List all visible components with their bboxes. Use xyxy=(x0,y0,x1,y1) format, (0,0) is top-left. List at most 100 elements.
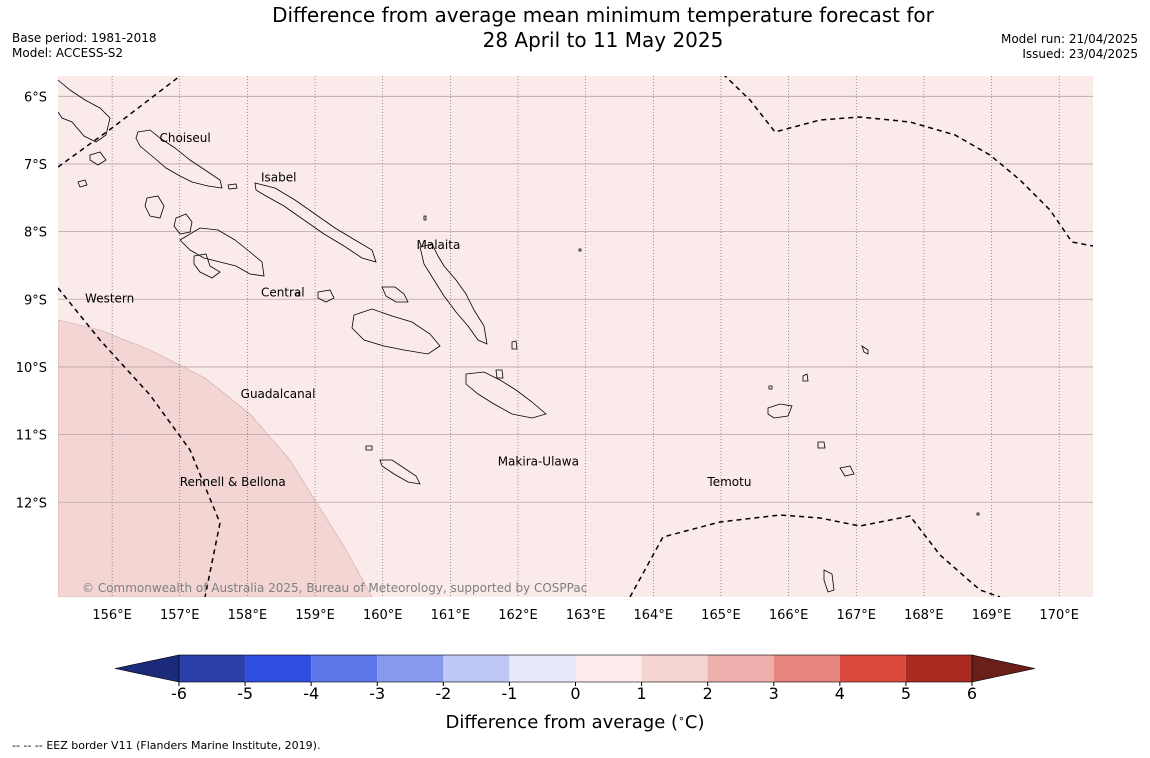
eez-borders xyxy=(58,76,1093,597)
coastlines xyxy=(58,79,980,593)
warmer-anomaly-region xyxy=(58,319,373,597)
small-island xyxy=(295,292,300,297)
colorbar-tick-label: 6 xyxy=(967,684,977,703)
colorbar-under-extension xyxy=(114,654,180,683)
choiseul-island xyxy=(135,129,223,189)
longitude-tick-label: 168°E xyxy=(904,608,944,623)
colorbar-tick-label: -6 xyxy=(171,684,187,703)
latitude-labels: 6°S 7°S 8°S 9°S 10°S 11°S 12°S xyxy=(16,90,47,511)
colorbar-tick-label: 2 xyxy=(703,684,713,703)
small-island xyxy=(423,215,427,221)
small-island xyxy=(578,248,582,252)
colorbar-segment xyxy=(245,655,312,682)
small-island xyxy=(976,512,980,516)
province-label: Rennell & Bellona xyxy=(180,475,286,489)
colorbar-ticks: -6 -5 -4 -3 -2 -1 0 1 2 3 4 5 6 xyxy=(171,682,977,703)
longitude-tick-label: 166°E xyxy=(769,608,809,623)
kolombangara-island xyxy=(173,213,193,235)
longitude-tick-label: 156°E xyxy=(92,608,132,623)
longitude-tick-label: 157°E xyxy=(160,608,200,623)
colorbar-tick-label: -4 xyxy=(303,684,319,703)
latitude-tick-label: 9°S xyxy=(24,293,47,308)
colorbar-tick-label: 1 xyxy=(636,684,646,703)
colorbar-segment xyxy=(575,655,642,682)
longitude-tick-label: 161°E xyxy=(431,608,471,623)
vella-lavella-island xyxy=(144,195,165,219)
model-run-text: Model run: 21/04/2025 xyxy=(1000,32,1138,46)
colorbar-segment xyxy=(311,655,378,682)
province-label: Choiseul xyxy=(159,131,210,145)
colorbar-segment xyxy=(905,655,972,682)
bellona-island xyxy=(365,445,373,451)
longitude-tick-label: 159°E xyxy=(295,608,335,623)
map-area: Choiseul Isabel Malaita Western Central Guada… xyxy=(58,76,1093,597)
rennell-island xyxy=(379,459,421,485)
longitude-tick-label: 162°E xyxy=(498,608,538,623)
province-label: Guadalcanal xyxy=(241,387,316,401)
province-label: Malaita xyxy=(417,238,461,252)
issued-text: Issued: 23/04/2025 xyxy=(1022,47,1138,61)
colorbar-segment xyxy=(839,655,906,682)
colorbar-tick-label: -5 xyxy=(237,684,253,703)
nggela-island xyxy=(317,289,335,303)
province-label: Western xyxy=(85,292,134,306)
latitude-tick-label: 12°S xyxy=(16,496,47,511)
latitude-tick-label: 7°S xyxy=(24,158,47,173)
vanikoro-island xyxy=(817,441,826,449)
longitude-labels: 156°E 157°E 158°E 159°E 160°E 161°E 162°E 163°E… xyxy=(92,608,1079,623)
new-georgia-island xyxy=(179,227,265,277)
run-info: Model run: 21/04/2025 Issued: 23/04/2025 xyxy=(1001,32,1138,62)
colorbar-tick-label: 5 xyxy=(901,684,911,703)
province-label: Temotu xyxy=(706,475,751,489)
eez-legend-text: EEZ border V11 (Flanders Marine Institut… xyxy=(46,739,321,752)
latitude-tick-label: 11°S xyxy=(16,429,47,444)
nendo-island xyxy=(767,403,793,419)
small-island xyxy=(802,373,809,382)
small-island xyxy=(77,179,88,188)
colorbar-segment xyxy=(179,655,246,682)
longitude-tick-label: 165°E xyxy=(701,608,741,623)
eez-border-line xyxy=(58,76,181,168)
base-info: Base period: 1981-2018 Model: ACCESS-S2 xyxy=(12,31,157,61)
colorbar-segment xyxy=(707,655,774,682)
copyright-notice: © Commonwealth of Australia 2025, Bureau… xyxy=(82,581,587,595)
colorbar-segment xyxy=(509,655,576,682)
colorbar-label: Difference from average (∘C) xyxy=(445,712,704,733)
latitude-tick-label: 8°S xyxy=(24,226,47,241)
colorbar-tick-label: -2 xyxy=(435,684,451,703)
small-island xyxy=(227,183,238,190)
colorbar-over-extension xyxy=(971,654,1036,683)
eez-dash-sample: -- -- -- xyxy=(12,739,43,752)
small-island xyxy=(861,345,869,355)
eez-legend-note: -- -- -- EEZ border V11 (Flanders Marine… xyxy=(12,739,320,752)
colorbar-tick-label: 0 xyxy=(570,684,580,703)
longitude-tick-label: 167°E xyxy=(836,608,876,623)
title-line-2: 28 April to 11 May 2025 xyxy=(482,28,724,52)
eez-border-line xyxy=(723,76,1093,247)
isabel-island xyxy=(254,182,377,263)
shortland-islands xyxy=(89,151,107,166)
longitude-tick-label: 160°E xyxy=(363,608,403,623)
model-text: Model: ACCESS-S2 xyxy=(12,46,124,60)
eez-border-line xyxy=(58,287,221,597)
colorbar-segment xyxy=(377,655,444,682)
colorbar-segment xyxy=(641,655,708,682)
latitude-tick-label: 6°S xyxy=(24,90,47,105)
title-line-1: Difference from average mean minimum tem… xyxy=(272,3,934,27)
province-label: Makira-Ulawa xyxy=(498,455,579,469)
rendova-island xyxy=(193,253,221,279)
longitude-tick-label: 164°E xyxy=(634,608,674,623)
small-island xyxy=(823,569,835,593)
bougainville-island xyxy=(58,79,111,143)
makira-island xyxy=(465,371,547,419)
colorbar-segment xyxy=(443,655,510,682)
colorbar-tick-label: 4 xyxy=(835,684,845,703)
ulawa-island xyxy=(495,369,504,379)
province-label: Isabel xyxy=(261,170,296,184)
colorbar-tick-label: -3 xyxy=(369,684,385,703)
longitude-tick-label: 170°E xyxy=(1039,608,1079,623)
small-island xyxy=(768,385,773,390)
colorbar-tick-label: 3 xyxy=(769,684,779,703)
russell-island xyxy=(381,286,409,303)
